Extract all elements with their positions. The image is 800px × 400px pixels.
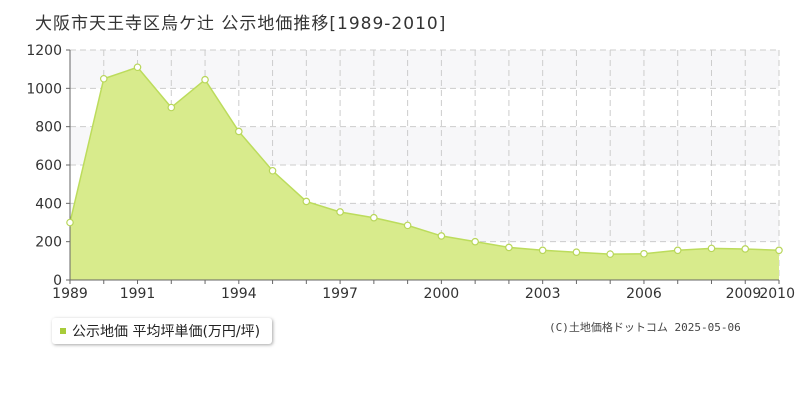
- credit-text: (C)土地価格ドットコム 2025-05-06: [549, 321, 741, 334]
- data-point: [167, 103, 176, 112]
- data-point: [606, 250, 614, 258]
- data-point: [505, 243, 513, 252]
- data-point: [370, 213, 378, 222]
- x-tick-label: 2003: [525, 286, 561, 302]
- legend-label: 公示地価 平均坪単価(万円/坪): [72, 324, 261, 340]
- data-point: [403, 221, 412, 230]
- chart-title: 大阪市天王寺区烏ケ辻 公示地価推移[1989-2010]: [35, 14, 447, 34]
- x-tick-label: 1994: [221, 286, 257, 302]
- data-point: [302, 197, 311, 206]
- data-point: [775, 246, 783, 255]
- chart-legend: 公示地価 平均坪単価(万円/坪): [52, 318, 273, 344]
- y-tick-label: 0: [53, 273, 62, 289]
- data-point: [437, 232, 446, 240]
- grid-band: [70, 50, 779, 89]
- data-point: [133, 63, 142, 72]
- data-point: [235, 127, 243, 136]
- y-tick-label: 400: [35, 196, 62, 212]
- x-tick-label: 2000: [424, 286, 460, 302]
- data-point: [640, 249, 648, 258]
- x-tick-label: 2006: [626, 286, 662, 302]
- data-point: [268, 166, 277, 175]
- x-tick-label: 1997: [322, 286, 358, 302]
- x-tick-label: 1989: [52, 286, 88, 302]
- data-point: [538, 246, 547, 255]
- data-point: [201, 75, 209, 84]
- y-tick-label: 800: [35, 120, 62, 136]
- data-point: [66, 218, 74, 227]
- y-tick-label: 200: [35, 235, 62, 251]
- data-point: [741, 245, 750, 253]
- data-point: [471, 237, 479, 246]
- series-line: [69, 66, 780, 255]
- y-tick-label: 1000: [26, 81, 62, 97]
- x-tick-label: 2009: [726, 286, 762, 302]
- x-tick-label: 2010: [759, 286, 795, 302]
- y-tick-label: 1200: [26, 43, 62, 59]
- data-point: [707, 244, 716, 253]
- data-point: [572, 248, 581, 257]
- data-point: [673, 246, 682, 255]
- data-point: [99, 74, 108, 83]
- series-area: [70, 67, 779, 280]
- legend-swatch: [60, 328, 66, 334]
- data-point: [336, 208, 344, 216]
- x-tick-label: 1991: [120, 286, 156, 302]
- y-tick-label: 600: [35, 158, 62, 174]
